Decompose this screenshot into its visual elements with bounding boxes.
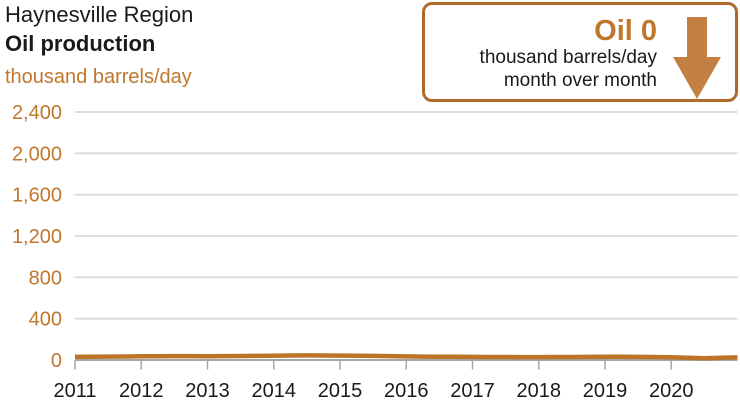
svg-text:2012: 2012 xyxy=(119,380,164,402)
svg-text:1,600: 1,600 xyxy=(12,185,62,207)
callout-period: month over month xyxy=(503,69,657,91)
down-arrow-icon xyxy=(673,17,721,99)
svg-text:2019: 2019 xyxy=(583,380,628,402)
svg-text:0: 0 xyxy=(51,350,62,372)
svg-text:2016: 2016 xyxy=(384,380,429,402)
chart-title-block: Haynesville Region Oil production thousa… xyxy=(5,2,193,89)
region-title: Haynesville Region xyxy=(5,2,194,27)
units-label: thousand barrels/day xyxy=(5,65,192,88)
svg-text:2011: 2011 xyxy=(53,380,96,402)
month-over-month-callout: Oil 0 thousand barrels/day month over mo… xyxy=(422,2,738,102)
svg-text:2015: 2015 xyxy=(318,380,363,402)
svg-text:2014: 2014 xyxy=(252,380,297,402)
svg-text:2,400: 2,400 xyxy=(12,102,62,124)
callout-text: Oil 0 thousand barrels/day month over mo… xyxy=(479,15,657,92)
svg-text:1,200: 1,200 xyxy=(12,226,62,248)
svg-text:2,000: 2,000 xyxy=(12,143,62,165)
svg-text:2013: 2013 xyxy=(185,380,230,402)
svg-text:2020: 2020 xyxy=(649,380,694,402)
svg-text:2017: 2017 xyxy=(450,380,495,402)
svg-text:2018: 2018 xyxy=(517,380,562,402)
callout-units: thousand barrels/day xyxy=(479,47,657,69)
svg-text:800: 800 xyxy=(29,267,62,289)
svg-text:400: 400 xyxy=(29,309,62,331)
callout-value: Oil 0 xyxy=(594,15,657,47)
metric-title: Oil production xyxy=(5,30,156,56)
